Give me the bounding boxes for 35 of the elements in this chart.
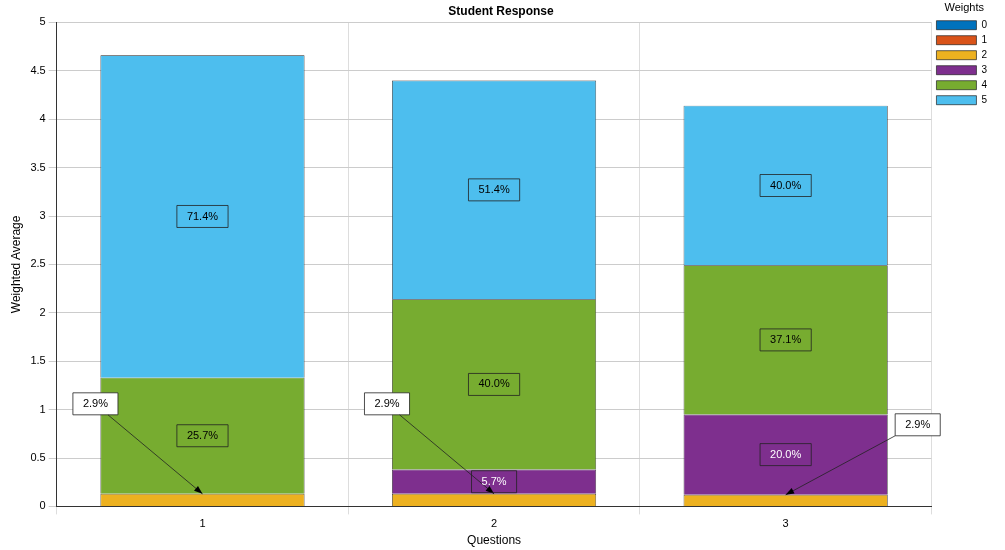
y-tick-label: 3 — [39, 209, 46, 222]
y-tick-label: 0.5 — [30, 451, 46, 464]
legend-label: 1 — [981, 33, 988, 45]
annotation: 40.0% — [770, 178, 802, 191]
y-tick-label: 4.5 — [30, 63, 46, 76]
legend-title: Weights — [944, 0, 985, 13]
y-tick-label: 2 — [39, 305, 46, 318]
y-tick-label: 1 — [39, 402, 46, 415]
annotation: 20.0% — [770, 447, 802, 460]
chart-title: Student Response — [448, 3, 554, 18]
x-tick-label: 2 — [491, 517, 498, 530]
x-axis-title: Questions — [467, 533, 522, 548]
legend-label: 3 — [981, 63, 988, 75]
legend-label: 2 — [981, 48, 988, 60]
y-tick-label: 3.5 — [30, 160, 46, 173]
y-tick-label: 1.5 — [30, 354, 46, 367]
annotation: 2.9% — [374, 396, 400, 409]
y-tick-label: 5 — [39, 15, 46, 28]
annotation: 5.7% — [481, 474, 507, 487]
legend-label: 0 — [981, 18, 988, 30]
annotation: 71.4% — [186, 209, 219, 222]
annotation: 40.0% — [478, 377, 510, 390]
annotation: 2.9% — [82, 396, 109, 409]
x-tick-label: 3 — [782, 517, 789, 530]
annotation: 25.7% — [186, 428, 219, 441]
annotation: 2.9% — [905, 417, 931, 430]
y-tick-label: 0 — [39, 499, 46, 512]
annotation: 37.1% — [770, 332, 802, 345]
legend-label: 5 — [981, 93, 988, 105]
y-axis-title: Weighted Average — [8, 215, 23, 314]
legend-label: 4 — [981, 78, 988, 90]
y-tick-label: 4 — [39, 112, 46, 125]
y-tick-label: 2.5 — [30, 257, 46, 270]
annotation: 51.4% — [478, 182, 510, 195]
x-tick-label: 1 — [199, 517, 206, 530]
